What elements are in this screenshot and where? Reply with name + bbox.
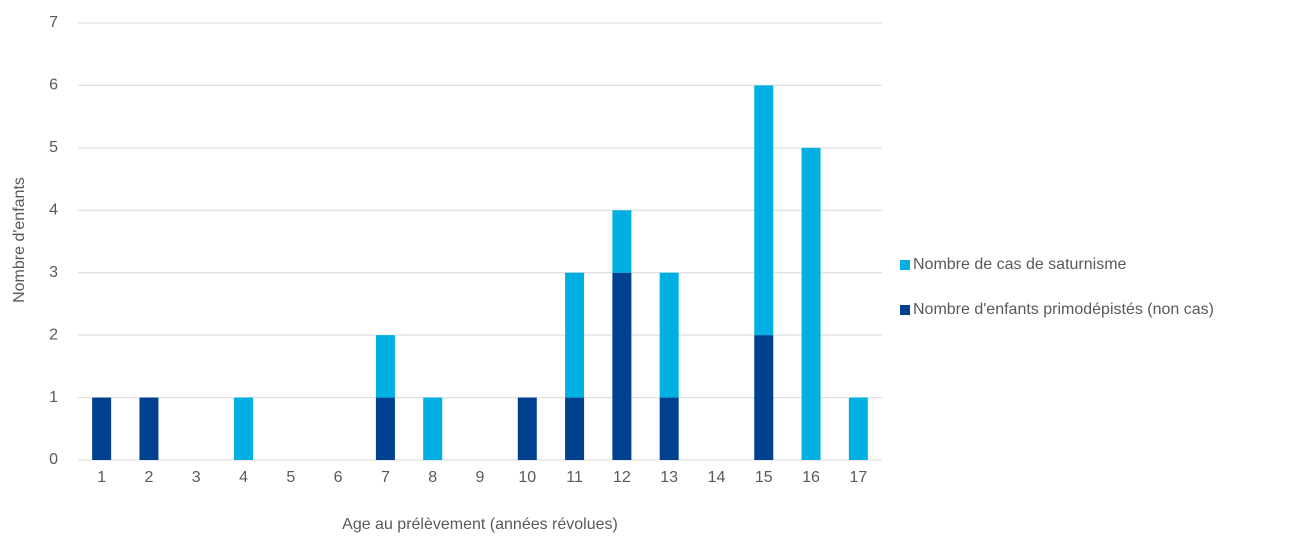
bar-segment [565, 272, 585, 398]
x-tick-label: 11 [566, 469, 583, 486]
bar-segment [565, 397, 585, 460]
legend-swatch [900, 260, 910, 270]
bar-segment [612, 210, 632, 273]
x-tick-label: 4 [239, 469, 248, 486]
x-tick-label: 15 [755, 469, 773, 486]
x-tick-label: 1 [97, 469, 106, 486]
x-tick-label: 14 [708, 469, 726, 486]
x-tick-label: 2 [144, 469, 153, 486]
y-tick-label: 2 [49, 326, 58, 343]
legend-label: Nombre de cas de saturnisme [913, 256, 1127, 273]
bar-segment [612, 272, 632, 460]
x-tick-label: 16 [802, 469, 820, 486]
bar-segment [234, 397, 254, 460]
x-tick-label: 13 [660, 469, 678, 486]
bar-segment [517, 397, 537, 460]
bar-segment [754, 335, 774, 460]
x-tick-label: 6 [334, 469, 343, 486]
bar-segment [754, 85, 774, 336]
x-tick-label: 7 [381, 469, 390, 486]
y-tick-label: 4 [49, 202, 58, 219]
y-tick-label: 3 [49, 264, 58, 281]
bar-segment [848, 397, 868, 460]
bar-segment [423, 397, 443, 460]
x-tick-label: 3 [192, 469, 201, 486]
y-tick-label: 7 [49, 14, 58, 31]
bar-segment [375, 335, 395, 398]
x-tick-label: 9 [476, 469, 485, 486]
x-tick-label: 12 [613, 469, 631, 486]
x-tick-label: 10 [518, 469, 536, 486]
x-tick-label: 17 [849, 469, 867, 486]
bar-segment [139, 397, 159, 460]
bar-segment [375, 397, 395, 460]
y-axis-label: Nombre d'enfants [11, 177, 28, 303]
x-axis-label: Age au prélèvement (années révolues) [342, 516, 618, 533]
y-tick-label: 6 [49, 77, 58, 94]
legend-label: Nombre d'enfants primodépistés (non cas) [913, 301, 1214, 318]
y-tick-label: 5 [49, 139, 58, 156]
bar-segment [659, 397, 679, 460]
bar-segment [801, 147, 821, 460]
x-tick-label: 8 [428, 469, 437, 486]
y-tick-label: 0 [49, 451, 58, 468]
x-tick-label: 5 [286, 469, 295, 486]
bar-segment [659, 272, 679, 398]
legend-swatch [900, 305, 910, 315]
y-tick-label: 1 [49, 389, 58, 406]
bar-segment [92, 397, 112, 460]
